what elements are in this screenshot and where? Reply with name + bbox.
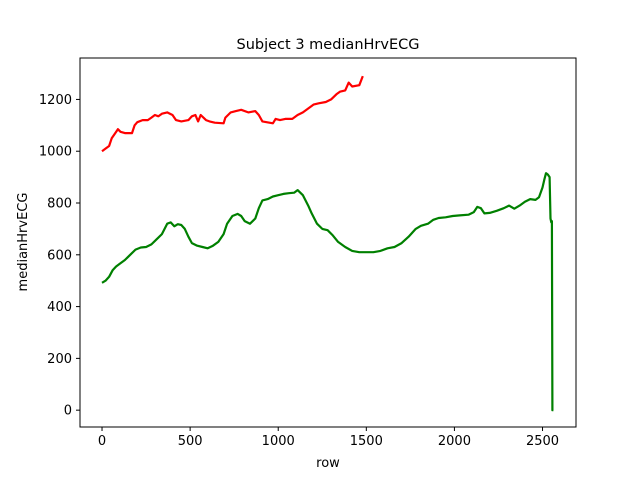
x-tick-label: 1500 <box>350 434 383 449</box>
x-axis-label: row <box>316 456 340 471</box>
series-line-1 <box>101 75 364 153</box>
x-tick-label: 500 <box>178 434 203 449</box>
plot-frame <box>79 57 577 428</box>
chart-title: Subject 3 medianHrvECG <box>237 37 420 53</box>
y-tick-label: 800 <box>47 197 72 212</box>
x-tick-label: 2500 <box>526 434 559 449</box>
x-tick-label: 0 <box>98 434 106 449</box>
y-axis-ticks: 0 200 400 600 800 1000 1200 <box>39 93 80 419</box>
y-tick-label: 1200 <box>39 93 72 108</box>
y-tick-label: 0 <box>64 404 72 419</box>
series-line-2 <box>101 172 554 412</box>
y-tick-label: 400 <box>47 300 72 315</box>
x-tick-label: 2000 <box>438 434 471 449</box>
x-axis-ticks: 0 500 1000 1500 2000 2500 <box>98 427 559 449</box>
y-tick-label: 1000 <box>39 145 72 160</box>
series-lines <box>101 75 554 412</box>
y-axis-label: medianHrvECG <box>16 193 31 292</box>
x-tick-label: 1000 <box>262 434 295 449</box>
y-tick-label: 600 <box>47 248 72 263</box>
y-tick-label: 200 <box>47 352 72 367</box>
